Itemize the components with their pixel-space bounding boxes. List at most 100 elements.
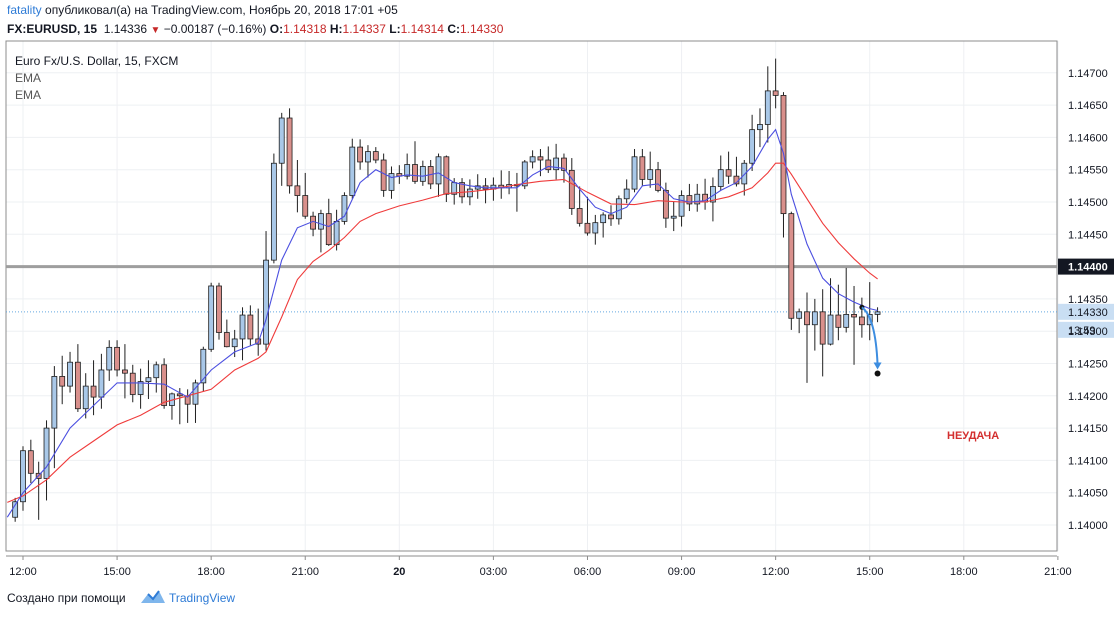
tradingview-logo-icon[interactable] [140, 588, 166, 606]
candle-body [647, 169, 654, 180]
candle-body [247, 314, 254, 340]
candle-body [435, 156, 442, 185]
candle [537, 149, 544, 177]
author-link[interactable]: fatality [7, 3, 42, 17]
candle-body [717, 169, 724, 187]
price-tick-label: 1.14300 [1068, 326, 1108, 338]
candles-group [12, 58, 881, 522]
candle [278, 112, 285, 186]
candle [851, 285, 857, 365]
candle [702, 178, 708, 210]
candle-body [412, 164, 418, 182]
last-price: 1.14336 [103, 22, 148, 36]
current-price-label: 1.14330 [1068, 307, 1108, 319]
candle [396, 165, 403, 184]
legend-title: Euro Fx/U.S. Dollar, 15, FXCM [15, 54, 178, 68]
candle [529, 150, 536, 169]
time-axis: 12:00 15:00 18:00 21:00 20 03:00 06:00 09:00 12:… [9, 556, 1072, 578]
candle-body [137, 381, 144, 395]
candle [521, 160, 528, 190]
candle [106, 340, 113, 381]
countdown-label: 13:59 [1068, 325, 1096, 337]
candle [67, 351, 73, 393]
candle [694, 183, 701, 212]
candle-body [537, 156, 544, 161]
level-price-label: 1.14400 [1068, 262, 1108, 274]
candle-body [459, 182, 465, 198]
candle [631, 149, 638, 193]
created-with-text: Создано при помощи [7, 591, 126, 605]
candle-body [466, 188, 473, 198]
candle [380, 153, 387, 197]
price-tick-label: 1.14000 [1068, 520, 1108, 532]
candle [216, 282, 222, 340]
candle-body [419, 166, 426, 182]
candle [122, 344, 128, 399]
candle-body [82, 385, 89, 410]
candle-body [208, 285, 215, 350]
candle-body [114, 346, 120, 371]
candle [772, 58, 779, 109]
candle [153, 361, 160, 393]
candle [757, 108, 763, 148]
candle [639, 149, 646, 186]
price-tick-label: 1.14650 [1068, 100, 1108, 112]
time-tick-label: 18:00 [950, 566, 978, 578]
candle [43, 420, 50, 501]
high-value: 1.14337 [342, 22, 386, 36]
candle-body [529, 156, 536, 163]
candle-body [27, 450, 34, 474]
candle-body [608, 214, 614, 220]
tradingview-brand-link[interactable]: TradingView [169, 591, 236, 605]
candle-body [90, 385, 97, 398]
candle [341, 192, 348, 225]
candle-body [286, 117, 293, 187]
candle [419, 160, 426, 186]
candle [655, 161, 661, 193]
candle [874, 307, 881, 323]
open-label: O: [269, 22, 284, 36]
candle [545, 146, 552, 173]
price-tick-label: 1.14500 [1068, 197, 1108, 209]
candle-body [576, 208, 583, 224]
candle [443, 155, 450, 202]
candle-body [372, 151, 379, 161]
candle-body [43, 427, 50, 479]
candle [647, 151, 654, 188]
price-axis: 1.14000 1.14050 1.14100 1.14150 1.14200 1.142… [1068, 68, 1108, 532]
candle-body [122, 369, 128, 374]
candle-body [325, 213, 332, 246]
candle [435, 153, 442, 197]
candle [357, 139, 364, 170]
candle [576, 186, 583, 227]
candle [20, 446, 26, 511]
candle-body [615, 198, 622, 220]
price-tick-label: 1.14600 [1068, 132, 1108, 144]
candle [114, 340, 120, 377]
candle [325, 198, 332, 246]
publish-info: fatality опубликовал(а) на TradingView.c… [7, 3, 398, 17]
ema-slow-line [7, 162, 878, 503]
low-value: 1.14314 [400, 22, 444, 36]
candle-body [639, 156, 646, 180]
candle-body [725, 169, 732, 177]
candle-body [851, 314, 857, 318]
candle [129, 364, 136, 403]
candle [858, 297, 865, 338]
candle [466, 179, 473, 206]
candle [811, 298, 818, 351]
candle [310, 211, 316, 237]
ohlc-header: FX:EURUSD, 15 1.14336 ▼ −0.00187 (−0.16%… [7, 22, 503, 36]
time-tick-label: 18:00 [197, 566, 225, 578]
candle-body [294, 185, 301, 196]
projection-end-dot [874, 370, 881, 377]
countdown-tag [1058, 321, 1114, 338]
time-tick-label: 21:00 [291, 566, 319, 578]
time-tick-label: 12:00 [762, 566, 790, 578]
candle-body [819, 311, 826, 345]
candle [568, 158, 575, 215]
projection-arrow-head [873, 362, 882, 370]
candle-body [176, 393, 183, 397]
candle [74, 344, 81, 412]
